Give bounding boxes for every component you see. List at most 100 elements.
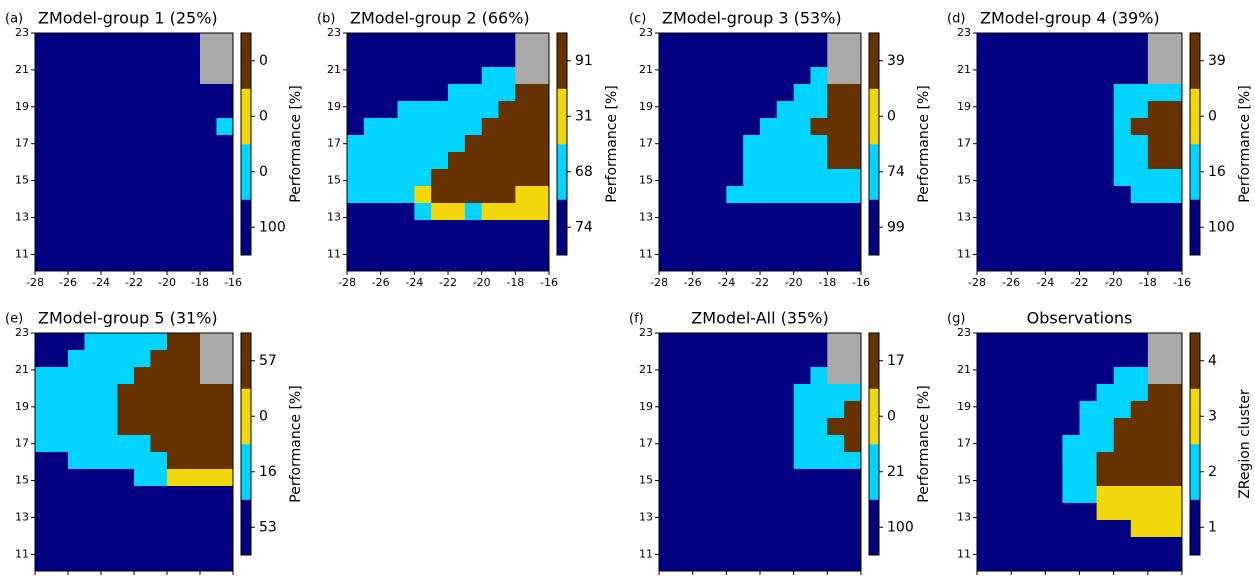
cell <box>709 333 727 351</box>
cell <box>743 220 761 238</box>
cell <box>167 537 184 555</box>
cell <box>150 101 168 119</box>
cell <box>776 237 795 255</box>
cell <box>1164 537 1183 555</box>
cell <box>675 67 694 85</box>
cell <box>167 367 184 385</box>
cell <box>150 401 168 419</box>
x-tick-label: -22 <box>751 276 769 289</box>
y-tick-label: 15 <box>15 174 29 187</box>
cell <box>183 67 201 85</box>
cell <box>1011 520 1029 538</box>
cell <box>117 237 135 255</box>
cell <box>101 401 118 419</box>
cell <box>397 67 415 85</box>
cell <box>743 203 761 221</box>
cell <box>68 186 85 204</box>
cell <box>200 118 217 136</box>
cell <box>1079 554 1098 572</box>
cell <box>659 101 677 119</box>
cell <box>134 350 151 368</box>
y-tick-label: 17 <box>15 437 29 450</box>
cell <box>1130 435 1149 453</box>
cell <box>1011 350 1029 368</box>
cell <box>101 220 118 238</box>
cell <box>347 220 365 238</box>
cell <box>675 101 694 119</box>
cell <box>1096 367 1115 385</box>
cell <box>810 50 828 68</box>
cell <box>1079 118 1098 136</box>
cell <box>117 333 135 351</box>
cell <box>1113 135 1132 153</box>
cell <box>183 220 201 238</box>
cell <box>1062 237 1080 255</box>
cell <box>200 101 217 119</box>
cell <box>448 67 466 85</box>
cell <box>498 237 516 255</box>
cell <box>167 67 184 85</box>
cell <box>51 203 69 221</box>
cell <box>994 152 1012 170</box>
cell <box>1028 333 1046 351</box>
cell <box>977 152 995 170</box>
cell <box>448 33 466 51</box>
cell <box>414 33 432 51</box>
colorbar-segment <box>1190 199 1200 256</box>
cell <box>183 401 201 419</box>
cell <box>117 367 135 385</box>
cell <box>743 118 761 136</box>
y-tick-label: 15 <box>957 474 971 487</box>
cell <box>200 254 217 272</box>
cell <box>200 435 217 453</box>
colorbar-tick-label: 53 <box>259 519 277 535</box>
cell <box>347 186 365 204</box>
cell <box>448 169 466 187</box>
colorbar-tick-label: 0 <box>887 408 896 424</box>
cell <box>844 554 862 572</box>
cell <box>994 220 1012 238</box>
cell <box>726 503 744 521</box>
cell <box>1130 554 1149 572</box>
cell <box>1164 350 1183 368</box>
cell <box>150 152 168 170</box>
cell <box>1147 50 1166 68</box>
cell <box>760 486 778 504</box>
cell <box>51 503 69 521</box>
cell <box>84 118 102 136</box>
cell <box>183 118 201 136</box>
colorbar-label: Performance [%] <box>916 385 932 502</box>
cell <box>692 452 710 470</box>
cell <box>117 254 135 272</box>
cell <box>1045 520 1063 538</box>
cell <box>659 503 677 521</box>
cell <box>84 203 102 221</box>
cell <box>183 537 201 555</box>
cell <box>1147 118 1166 136</box>
cell <box>216 118 234 136</box>
cell <box>726 435 744 453</box>
cell <box>35 186 52 204</box>
cell <box>448 135 466 153</box>
cell <box>347 237 365 255</box>
cell <box>1113 486 1132 504</box>
cell <box>380 118 398 136</box>
cell <box>994 520 1012 538</box>
cell <box>977 537 995 555</box>
cell <box>150 537 168 555</box>
cell <box>498 118 516 136</box>
cell <box>380 67 398 85</box>
cell <box>776 503 795 521</box>
cell <box>397 84 415 102</box>
x-tick-label: -18 <box>191 276 209 289</box>
cell <box>414 135 432 153</box>
cell <box>1164 486 1183 504</box>
cell <box>1164 237 1183 255</box>
cell <box>1011 418 1029 436</box>
cell <box>1147 33 1166 51</box>
colorbar-segment <box>557 144 567 200</box>
cell <box>1147 384 1166 402</box>
cell <box>532 152 550 170</box>
cell <box>134 435 151 453</box>
cell <box>51 254 69 272</box>
